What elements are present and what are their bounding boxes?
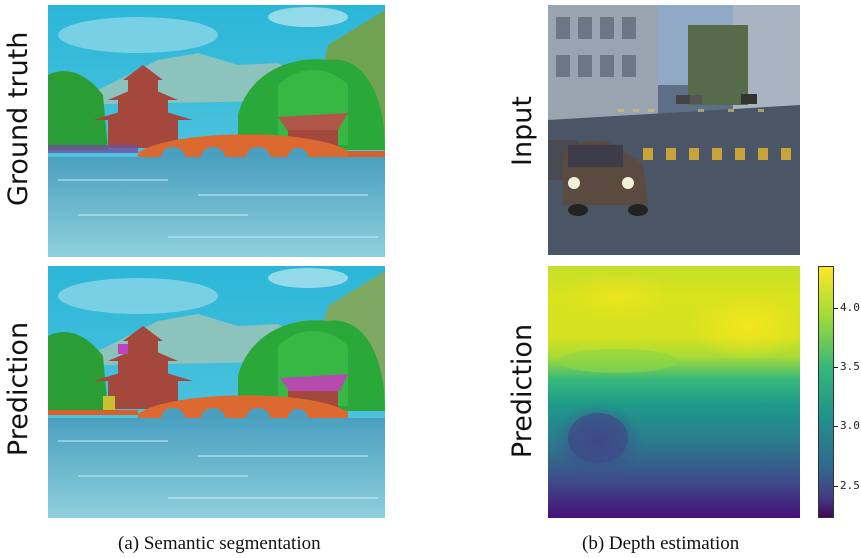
ground-truth-label: Ground truth — [3, 31, 34, 206]
prediction-label-seg: Prediction — [3, 321, 34, 457]
segmentation-ground-truth-image — [48, 5, 385, 257]
colorbar-tick-mark — [834, 308, 838, 309]
depth-input-image — [548, 5, 800, 255]
colorbar-tick-label: 3.5 — [840, 360, 860, 373]
colorbar-tick-label: 4.0 — [840, 301, 860, 314]
colorbar-tick-label: 3.0 — [840, 419, 860, 432]
input-label: Input — [507, 96, 538, 166]
segmentation-prediction-image — [48, 266, 385, 518]
caption-depth-estimation: (b) Depth estimation — [582, 533, 740, 554]
caption-semantic-segmentation: (a) Semantic segmentation — [118, 533, 321, 554]
depth-prediction-heatmap — [548, 266, 800, 518]
colorbar-tick-label: 2.5 — [840, 479, 860, 492]
colorbar-tick-mark — [834, 426, 838, 427]
colorbar-tick-mark — [834, 367, 838, 368]
prediction-label-depth: Prediction — [507, 323, 538, 459]
depth-colorbar — [818, 266, 834, 518]
colorbar-tick-mark — [834, 486, 838, 487]
